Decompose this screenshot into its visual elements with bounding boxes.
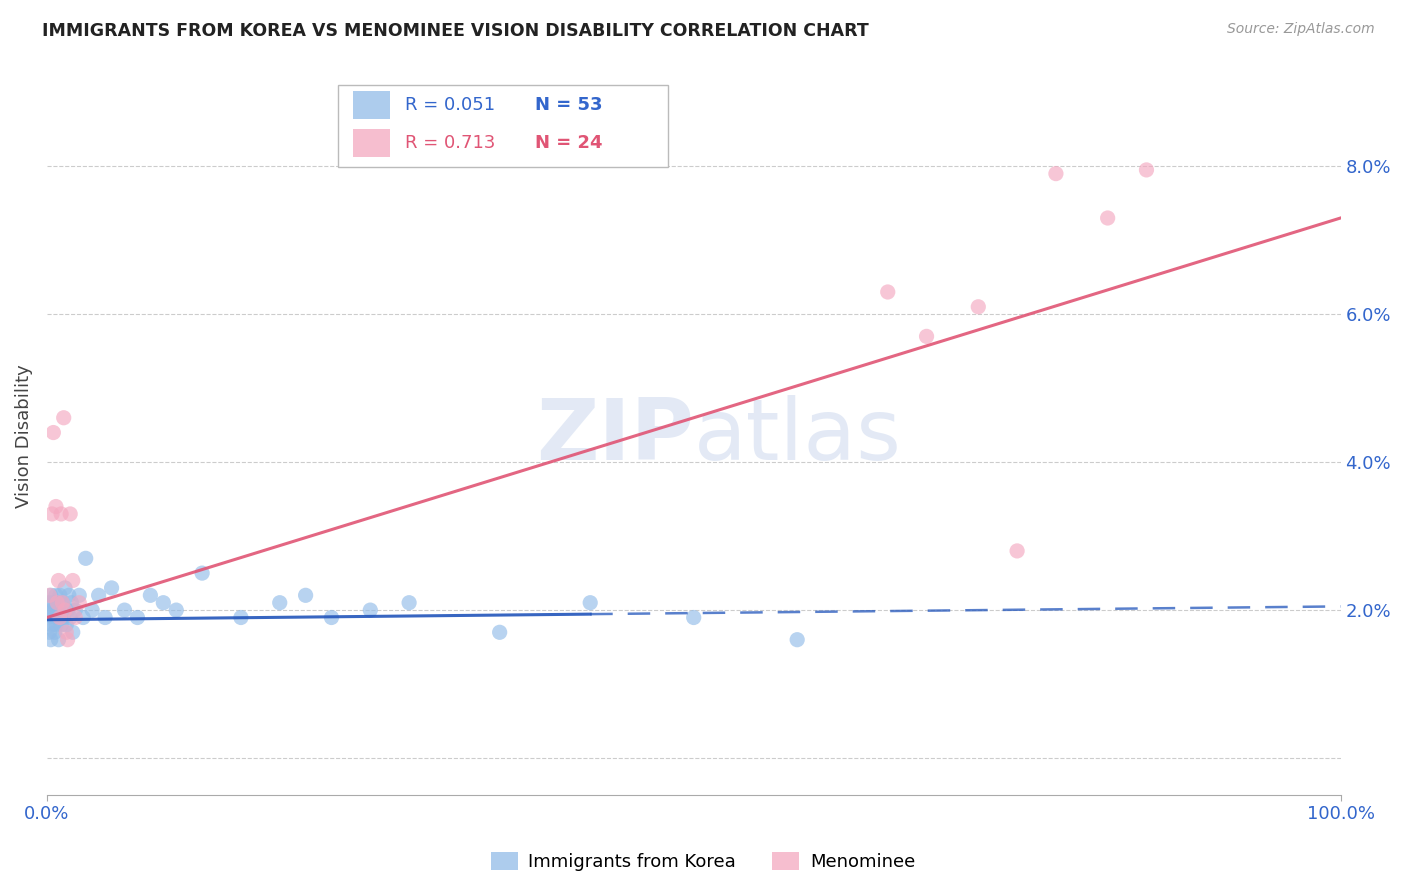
Point — [876, 285, 898, 299]
Point — [44, 603, 66, 617]
Point — [59, 507, 82, 521]
Point — [45, 500, 67, 514]
Point — [42, 596, 65, 610]
Point — [56, 603, 79, 617]
Point — [65, 610, 87, 624]
Point — [39, 632, 62, 647]
Text: R = 0.713: R = 0.713 — [405, 134, 495, 152]
Point — [55, 618, 77, 632]
Point — [49, 507, 72, 521]
Point — [60, 596, 83, 610]
Bar — [353, 91, 389, 120]
Y-axis label: Vision Disability: Vision Disability — [15, 364, 32, 508]
Point — [915, 329, 938, 343]
Point — [165, 603, 187, 617]
Point — [294, 588, 316, 602]
Point — [321, 610, 343, 624]
Point — [229, 610, 252, 624]
Point — [967, 300, 990, 314]
Point — [48, 632, 70, 647]
Point — [67, 596, 90, 610]
Point — [100, 581, 122, 595]
Point — [42, 610, 65, 624]
Point — [38, 625, 60, 640]
Point — [786, 632, 808, 647]
Point — [53, 581, 76, 595]
Point — [52, 610, 75, 624]
Point — [62, 625, 84, 640]
Point — [46, 596, 69, 610]
Point — [51, 596, 73, 610]
Point — [48, 603, 70, 617]
Point — [44, 625, 66, 640]
Point — [114, 603, 136, 617]
Point — [51, 596, 73, 610]
Text: IMMIGRANTS FROM KOREA VS MENOMINEE VISION DISABILITY CORRELATION CHART: IMMIGRANTS FROM KOREA VS MENOMINEE VISIO… — [42, 22, 869, 40]
Point — [46, 610, 69, 624]
Bar — [353, 128, 389, 157]
Point — [191, 566, 214, 581]
Point — [65, 603, 87, 617]
Point — [1045, 167, 1067, 181]
Point — [59, 610, 82, 624]
Point — [42, 425, 65, 440]
Point — [38, 596, 60, 610]
Point — [152, 596, 174, 610]
Point — [67, 588, 90, 602]
Point — [45, 588, 67, 602]
Point — [269, 596, 291, 610]
Point — [52, 410, 75, 425]
Text: ZIP: ZIP — [536, 395, 693, 478]
Point — [41, 618, 63, 632]
Point — [488, 625, 510, 640]
Text: N = 24: N = 24 — [534, 134, 602, 152]
Point — [41, 507, 63, 521]
Point — [579, 596, 602, 610]
Text: atlas: atlas — [693, 395, 901, 478]
Point — [127, 610, 149, 624]
Point — [1097, 211, 1119, 225]
Point — [682, 610, 704, 624]
Point — [1005, 544, 1028, 558]
Point — [94, 610, 117, 624]
Point — [38, 588, 60, 602]
Point — [75, 551, 97, 566]
Point — [87, 588, 110, 602]
Point — [49, 610, 72, 624]
Text: N = 53: N = 53 — [534, 96, 602, 114]
Point — [72, 610, 94, 624]
Point — [62, 574, 84, 588]
FancyBboxPatch shape — [337, 85, 668, 167]
Point — [139, 588, 162, 602]
Point — [1135, 162, 1157, 177]
Legend: Immigrants from Korea, Menominee: Immigrants from Korea, Menominee — [484, 845, 922, 879]
Point — [48, 574, 70, 588]
Point — [53, 603, 76, 617]
Point — [41, 603, 63, 617]
Point — [49, 610, 72, 624]
Point — [49, 588, 72, 602]
Point — [82, 603, 104, 617]
Point — [55, 625, 77, 640]
Text: Source: ZipAtlas.com: Source: ZipAtlas.com — [1227, 22, 1375, 37]
Point — [49, 618, 72, 632]
Point — [37, 610, 59, 624]
Point — [359, 603, 381, 617]
Point — [58, 588, 80, 602]
Point — [39, 588, 62, 602]
Point — [45, 618, 67, 632]
Text: R = 0.051: R = 0.051 — [405, 96, 495, 114]
Point — [46, 596, 69, 610]
Point — [398, 596, 420, 610]
Point — [56, 632, 79, 647]
